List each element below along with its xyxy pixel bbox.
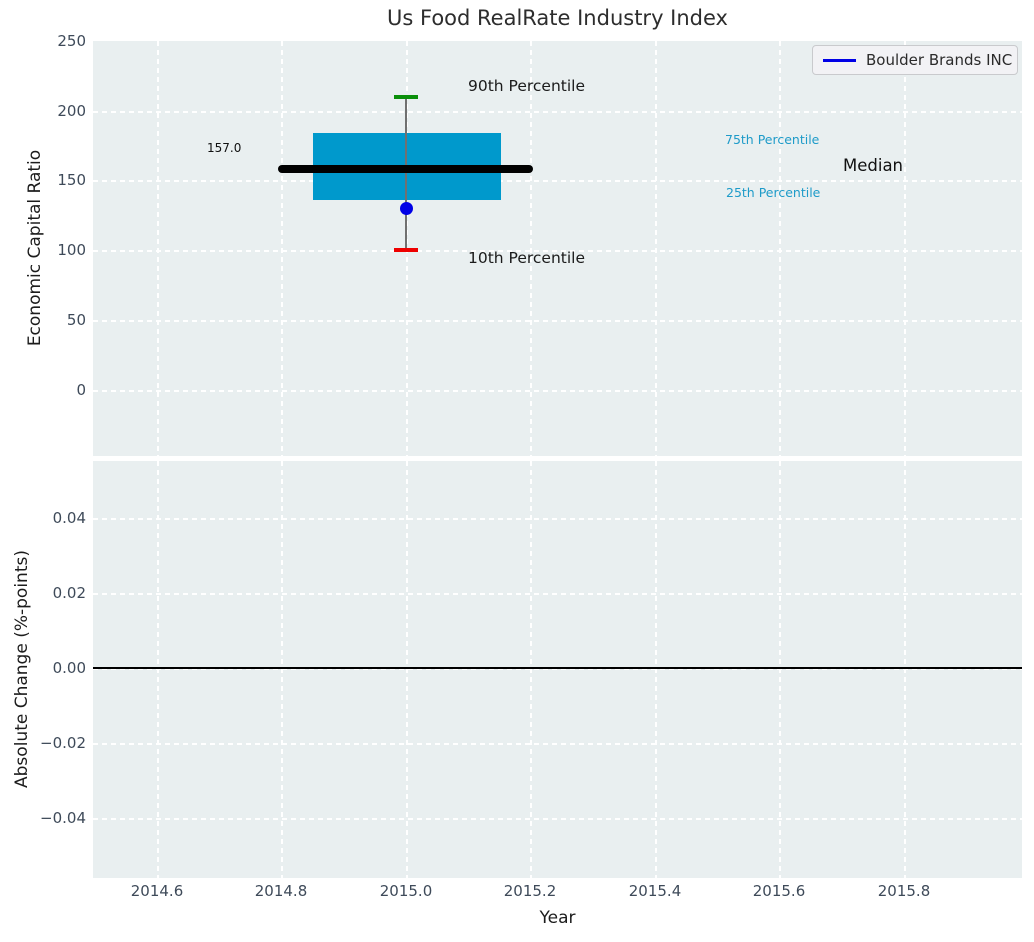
gridline-vertical [406, 461, 408, 878]
xtick: 2014.8 [254, 882, 308, 900]
annotation-25th-percentile: 25th Percentile [726, 185, 821, 200]
xtick: 2015.6 [752, 882, 806, 900]
xtick: 2015.0 [379, 882, 433, 900]
gridline-horizontal [93, 180, 1022, 182]
annotation-10th-percentile: 10th Percentile [468, 249, 586, 267]
xtick: 2015.8 [877, 882, 931, 900]
ytick-top: 0 [76, 381, 86, 399]
box-whisker [405, 96, 407, 250]
annotation-90th-percentile: 90th Percentile [468, 77, 586, 95]
ytick-top: 250 [57, 32, 86, 50]
gridline-vertical [779, 461, 781, 878]
gridline-vertical [904, 461, 906, 878]
xtick: 2015.4 [628, 882, 682, 900]
gridline-vertical [655, 41, 657, 456]
gridline-vertical [655, 461, 657, 878]
gridline-vertical [530, 461, 532, 878]
top-axes-boxplot: 90th Percentile 10th Percentile 157.0 75… [93, 41, 1022, 456]
ytick-bottom: 0.04 [52, 509, 86, 527]
gridline-horizontal [93, 818, 1022, 820]
legend-line-sample [823, 58, 856, 62]
ytick-bottom: −0.04 [40, 809, 86, 827]
gridline-vertical [530, 41, 532, 456]
y-axis-label-top: Economic Capital Ratio [25, 149, 45, 347]
xtick: 2014.6 [130, 882, 184, 900]
ytick-top: 100 [57, 241, 86, 259]
legend: Boulder Brands INC [812, 45, 1018, 75]
bottom-axes-change [93, 461, 1022, 878]
gridline-horizontal [93, 593, 1022, 595]
gridline-vertical [157, 41, 159, 456]
gridline-vertical [281, 461, 283, 878]
gridline-horizontal [93, 320, 1022, 322]
gridline-vertical [157, 461, 159, 878]
annotation-75th-percentile: 75th Percentile [725, 132, 820, 147]
gridline-vertical [779, 41, 781, 456]
chart-title: Us Food RealRate Industry Index [387, 6, 728, 30]
gridline-vertical [281, 41, 283, 456]
company-marker [400, 202, 413, 215]
gridline-horizontal [93, 111, 1022, 113]
xtick: 2015.2 [503, 882, 557, 900]
annotation-median-value: 157.0 [207, 141, 242, 155]
ytick-bottom: 0.02 [52, 584, 86, 602]
gridline-horizontal [93, 250, 1022, 252]
ytick-top: 50 [66, 311, 86, 329]
p90-cap [394, 95, 418, 99]
median-line [278, 165, 533, 173]
x-axis-label: Year [539, 908, 576, 928]
ytick-top: 200 [57, 102, 86, 120]
gridline-horizontal [93, 743, 1022, 745]
y-axis-label-bottom: Absolute Change (%-points) [12, 550, 32, 788]
p10-cap [394, 248, 418, 252]
gridline-horizontal [93, 518, 1022, 520]
gridline-horizontal [93, 390, 1022, 392]
gridline-vertical [904, 41, 906, 456]
ytick-bottom: 0.00 [52, 659, 86, 677]
zero-line [93, 667, 1022, 669]
ytick-top: 150 [57, 171, 86, 189]
annotation-median: Median [843, 156, 904, 175]
legend-label: Boulder Brands INC [866, 51, 1013, 69]
ytick-bottom: −0.02 [40, 734, 86, 752]
